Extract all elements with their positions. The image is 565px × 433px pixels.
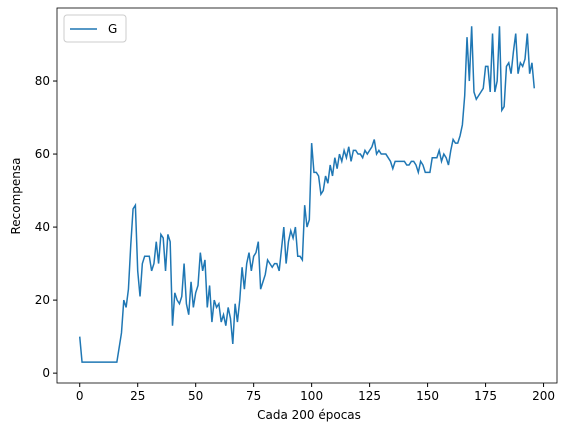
x-tick-label: 125 xyxy=(358,389,381,403)
y-tick-label: 80 xyxy=(35,74,50,88)
x-tick-label: 75 xyxy=(246,389,261,403)
x-tick-label: 25 xyxy=(130,389,145,403)
x-tick-label: 100 xyxy=(300,389,323,403)
x-tick-label: 50 xyxy=(188,389,203,403)
x-tick-label: 200 xyxy=(532,389,555,403)
y-axis-label: Recompensa xyxy=(9,157,23,234)
x-tick-label: 175 xyxy=(474,389,497,403)
x-tick-label: 0 xyxy=(76,389,84,403)
x-axis-label: Cada 200 épocas xyxy=(257,408,361,422)
y-tick-label: 40 xyxy=(35,220,50,234)
line xyxy=(78,26,536,363)
plot-frame xyxy=(56,7,558,384)
legend-label: G xyxy=(108,22,117,36)
y-tick-label: 60 xyxy=(35,147,50,161)
y-tick-label: 20 xyxy=(35,293,50,307)
x-tick-label: 150 xyxy=(416,389,439,403)
y-tick-label: 0 xyxy=(42,366,50,380)
